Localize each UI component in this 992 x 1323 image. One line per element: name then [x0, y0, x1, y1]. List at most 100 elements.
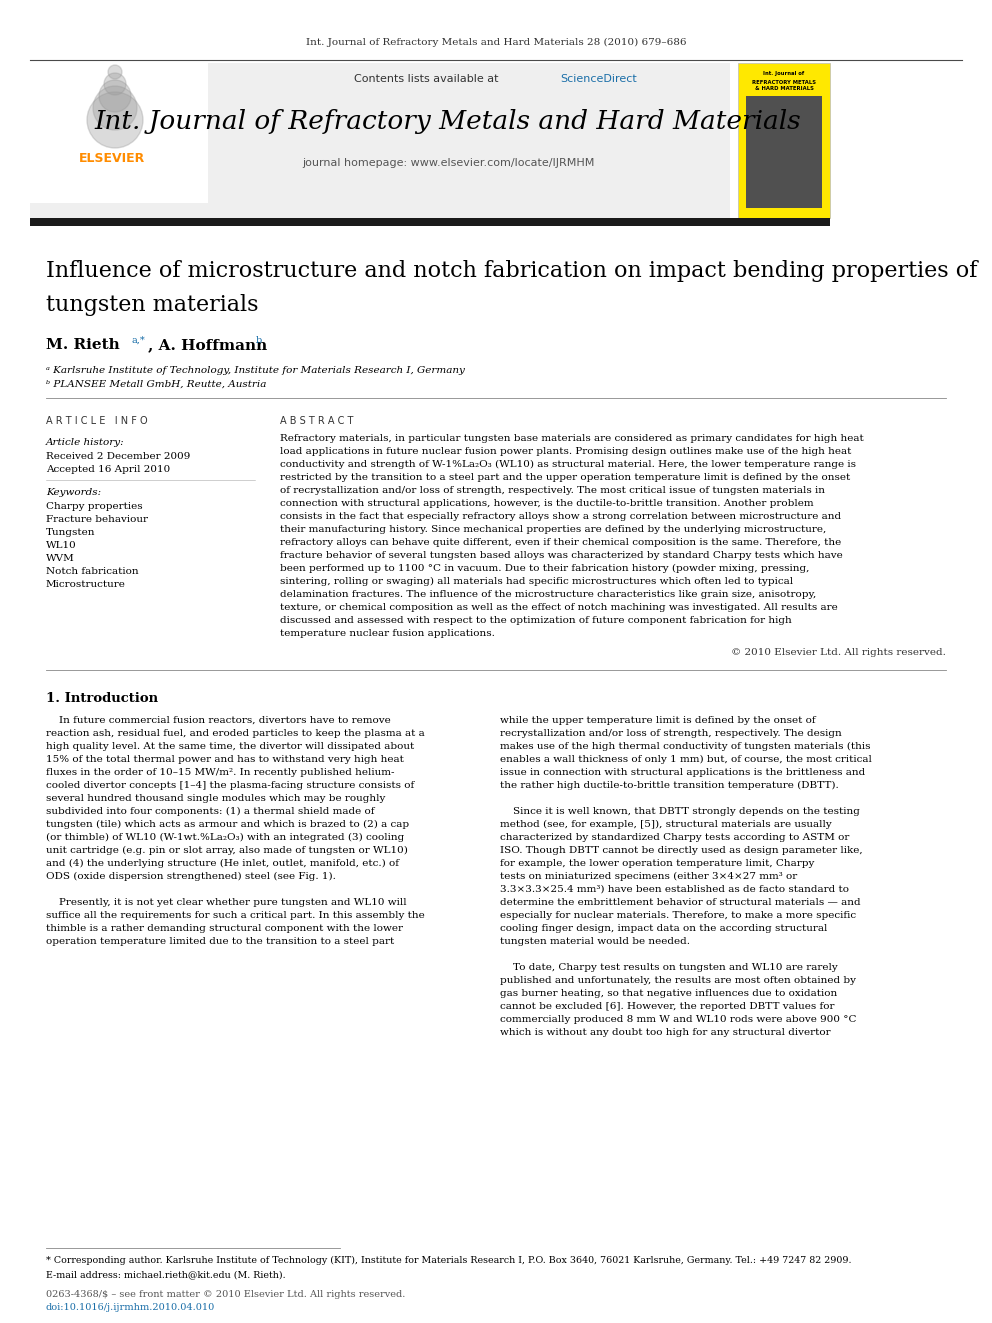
Text: M. Rieth: M. Rieth [46, 337, 125, 352]
Bar [30, 218, 830, 226]
Text: Int. Journal of: Int. Journal of [764, 71, 805, 77]
Text: A B S T R A C T: A B S T R A C T [280, 415, 353, 426]
Bar [746, 97, 822, 208]
Text: delamination fractures. The influence of the microstructure characteristics like: delamination fractures. The influence of… [280, 590, 816, 599]
Text: 1. Introduction: 1. Introduction [46, 692, 158, 705]
Text: enables a wall thickness of only 1 mm) but, of course, the most critical: enables a wall thickness of only 1 mm) b… [500, 755, 872, 765]
Text: and (4) the underlying structure (He inlet, outlet, manifold, etc.) of: and (4) the underlying structure (He inl… [46, 859, 399, 868]
Text: method (see, for example, [5]), structural materials are usually: method (see, for example, [5]), structur… [500, 820, 831, 830]
Text: Accepted 16 April 2010: Accepted 16 April 2010 [46, 464, 171, 474]
Circle shape [108, 65, 122, 79]
Text: ELSEVIER: ELSEVIER [79, 152, 145, 164]
Text: Keywords:: Keywords: [46, 488, 101, 497]
Circle shape [93, 86, 137, 130]
Text: high quality level. At the same time, the divertor will dissipated about: high quality level. At the same time, th… [46, 742, 415, 751]
Text: commercially produced 8 mm W and WL10 rods were above 900 °C: commercially produced 8 mm W and WL10 ro… [500, 1015, 856, 1024]
Text: characterized by standardized Charpy tests according to ASTM or: characterized by standardized Charpy tes… [500, 833, 849, 841]
Text: refractory alloys can behave quite different, even if their chemical composition: refractory alloys can behave quite diffe… [280, 538, 841, 546]
Circle shape [99, 79, 131, 112]
Text: ᵇ PLANSEE Metall GmbH, Reutte, Austria: ᵇ PLANSEE Metall GmbH, Reutte, Austria [46, 380, 267, 389]
Circle shape [87, 93, 143, 148]
Text: Received 2 December 2009: Received 2 December 2009 [46, 452, 190, 460]
Text: conductivity and strength of W-1%La₂O₃ (WL10) as structural material. Here, the : conductivity and strength of W-1%La₂O₃ (… [280, 460, 856, 470]
Text: connection with structural applications, however, is the ductile-to-brittle tran: connection with structural applications,… [280, 499, 813, 508]
Text: temperature nuclear fusion applications.: temperature nuclear fusion applications. [280, 628, 495, 638]
Text: issue in connection with structural applications is the brittleness and: issue in connection with structural appl… [500, 767, 865, 777]
Text: load applications in future nuclear fusion power plants. Promising design outlin: load applications in future nuclear fusi… [280, 447, 851, 456]
Text: tests on miniaturized specimens (either 3×4×27 mm³ or: tests on miniaturized specimens (either … [500, 872, 798, 881]
Bar [738, 64, 830, 218]
Text: REFRACTORY METALS: REFRACTORY METALS [752, 79, 816, 85]
Text: thimble is a rather demanding structural component with the lower: thimble is a rather demanding structural… [46, 923, 403, 933]
Text: their manufacturing history. Since mechanical properties are defined by the unde: their manufacturing history. Since mecha… [280, 525, 826, 534]
Text: unit cartridge (e.g. pin or slot array, also made of tungsten or WL10): unit cartridge (e.g. pin or slot array, … [46, 845, 408, 855]
Text: gas burner heating, so that negative influences due to oxidation: gas burner heating, so that negative inf… [500, 990, 837, 998]
Text: In future commercial fusion reactors, divertors have to remove: In future commercial fusion reactors, di… [46, 716, 391, 725]
Text: WVM: WVM [46, 554, 74, 564]
Circle shape [104, 73, 126, 95]
Text: texture, or chemical composition as well as the effect of notch machining was in: texture, or chemical composition as well… [280, 603, 838, 613]
Text: while the upper temperature limit is defined by the onset of: while the upper temperature limit is def… [500, 716, 815, 725]
Text: 3.3×3.3×25.4 mm³) have been established as de facto standard to: 3.3×3.3×25.4 mm³) have been established … [500, 885, 849, 894]
Text: doi:10.1016/j.ijrmhm.2010.04.010: doi:10.1016/j.ijrmhm.2010.04.010 [46, 1303, 215, 1312]
Text: * Corresponding author. Karlsruhe Institute of Technology (KIT), Institute for M: * Corresponding author. Karlsruhe Instit… [46, 1256, 851, 1265]
Text: ᵃ Karlsruhe Institute of Technology, Institute for Materials Research I, Germany: ᵃ Karlsruhe Institute of Technology, Ins… [46, 366, 465, 374]
Text: tungsten materials: tungsten materials [46, 294, 259, 316]
Text: recrystallization and/or loss of strength, respectively. The design: recrystallization and/or loss of strengt… [500, 729, 842, 738]
Text: Influence of microstructure and notch fabrication on impact bending properties o: Influence of microstructure and notch fa… [46, 261, 977, 282]
Text: Fracture behaviour: Fracture behaviour [46, 515, 148, 524]
Text: To date, Charpy test results on tungsten and WL10 are rarely: To date, Charpy test results on tungsten… [500, 963, 838, 972]
Text: reaction ash, residual fuel, and eroded particles to keep the plasma at a: reaction ash, residual fuel, and eroded … [46, 729, 425, 738]
Text: especially for nuclear materials. Therefore, to make a more specific: especially for nuclear materials. Theref… [500, 912, 856, 919]
Text: Charpy properties: Charpy properties [46, 501, 143, 511]
Text: been performed up to 1100 °C in vacuum. Due to their fabrication history (powder: been performed up to 1100 °C in vacuum. … [280, 564, 809, 573]
Text: a,*: a,* [131, 336, 145, 345]
Text: makes use of the high thermal conductivity of tungsten materials (this: makes use of the high thermal conductivi… [500, 742, 871, 751]
Text: © 2010 Elsevier Ltd. All rights reserved.: © 2010 Elsevier Ltd. All rights reserved… [731, 648, 946, 658]
Text: Int. Journal of Refractory Metals and Hard Materials 28 (2010) 679–686: Int. Journal of Refractory Metals and Ha… [306, 37, 686, 46]
Text: Microstructure: Microstructure [46, 579, 126, 589]
Text: tungsten material would be needed.: tungsten material would be needed. [500, 937, 690, 946]
Text: the rather high ductile-to-brittle transition temperature (DBTT).: the rather high ductile-to-brittle trans… [500, 781, 839, 790]
Text: Since it is well known, that DBTT strongly depends on the testing: Since it is well known, that DBTT strong… [500, 807, 860, 816]
Text: E-mail address: michael.rieth@kit.edu (M. Rieth).: E-mail address: michael.rieth@kit.edu (M… [46, 1270, 286, 1279]
Text: fluxes in the order of 10–15 MW/m². In recently published helium-: fluxes in the order of 10–15 MW/m². In r… [46, 767, 395, 777]
Text: determine the embrittlement behavior of structural materials — and: determine the embrittlement behavior of … [500, 898, 861, 908]
Text: tungsten (tile) which acts as armour and which is brazed to (2) a cap: tungsten (tile) which acts as armour and… [46, 820, 409, 830]
Text: Int. Journal of Refractory Metals and Hard Materials: Int. Journal of Refractory Metals and Ha… [94, 110, 802, 135]
Text: 0263-4368/$ – see front matter © 2010 Elsevier Ltd. All rights reserved.: 0263-4368/$ – see front matter © 2010 El… [46, 1290, 406, 1299]
Text: A R T I C L E   I N F O: A R T I C L E I N F O [46, 415, 148, 426]
Text: Refractory materials, in particular tungsten base materials are considered as pr: Refractory materials, in particular tung… [280, 434, 864, 443]
Text: several hundred thousand single modules which may be roughly: several hundred thousand single modules … [46, 794, 385, 803]
Text: sintering, rolling or swaging) all materials had specific microstructures which : sintering, rolling or swaging) all mater… [280, 577, 794, 586]
Text: operation temperature limited due to the transition to a steel part: operation temperature limited due to the… [46, 937, 394, 946]
Text: WL10: WL10 [46, 541, 76, 550]
Text: (or thimble) of WL10 (W-1wt.%La₂O₃) with an integrated (3) cooling: (or thimble) of WL10 (W-1wt.%La₂O₃) with… [46, 833, 405, 843]
Text: Tungsten: Tungsten [46, 528, 95, 537]
Text: ScienceDirect: ScienceDirect [560, 74, 637, 83]
Text: & HARD MATERIALS: & HARD MATERIALS [755, 86, 813, 91]
Text: Presently, it is not yet clear whether pure tungsten and WL10 will: Presently, it is not yet clear whether p… [46, 898, 407, 908]
Text: suffice all the requirements for such a critical part. In this assembly the: suffice all the requirements for such a … [46, 912, 425, 919]
Text: fracture behavior of several tungsten based alloys was characterized by standard: fracture behavior of several tungsten ba… [280, 550, 843, 560]
Text: ODS (oxide dispersion strengthened) steel (see Fig. 1).: ODS (oxide dispersion strengthened) stee… [46, 872, 336, 881]
Text: subdivided into four components: (1) a thermal shield made of: subdivided into four components: (1) a t… [46, 807, 375, 816]
Text: journal homepage: www.elsevier.com/locate/IJRMHM: journal homepage: www.elsevier.com/locat… [302, 157, 594, 168]
Text: ISO. Though DBTT cannot be directly used as design parameter like,: ISO. Though DBTT cannot be directly used… [500, 845, 863, 855]
Text: 15% of the total thermal power and has to withstand very high heat: 15% of the total thermal power and has t… [46, 755, 404, 763]
Bar [30, 64, 730, 218]
Text: Contents lists available at: Contents lists available at [354, 74, 502, 83]
Text: published and unfortunately, the results are most often obtained by: published and unfortunately, the results… [500, 976, 856, 986]
Text: Notch fabrication: Notch fabrication [46, 568, 139, 576]
Text: for example, the lower operation temperature limit, Charpy: for example, the lower operation tempera… [500, 859, 814, 868]
Text: b: b [256, 336, 262, 345]
Bar [30, 64, 208, 202]
Text: restricted by the transition to a steel part and the upper operation temperature: restricted by the transition to a steel … [280, 474, 850, 482]
Text: Article history:: Article history: [46, 438, 125, 447]
Text: cannot be excluded [6]. However, the reported DBTT values for: cannot be excluded [6]. However, the rep… [500, 1002, 834, 1011]
Text: cooled divertor concepts [1–4] the plasma-facing structure consists of: cooled divertor concepts [1–4] the plasm… [46, 781, 415, 790]
Text: cooling finger design, impact data on the according structural: cooling finger design, impact data on th… [500, 923, 827, 933]
Text: of recrystallization and/or loss of strength, respectively. The most critical is: of recrystallization and/or loss of stre… [280, 486, 825, 495]
Text: discussed and assessed with respect to the optimization of future component fabr: discussed and assessed with respect to t… [280, 617, 792, 624]
Text: , A. Hoffmann: , A. Hoffmann [148, 337, 273, 352]
